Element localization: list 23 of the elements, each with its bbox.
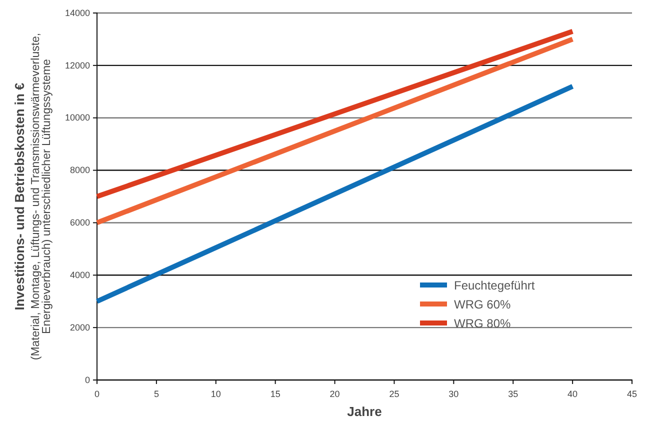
x-axis-title: Jahre: [347, 404, 382, 419]
legend-label: WRG 80%: [454, 316, 512, 330]
y-tick-label: 2000: [70, 322, 90, 332]
x-tick-label: 45: [626, 388, 638, 399]
legend-label: Feuchtegeführt: [454, 278, 536, 292]
x-tick-label: 25: [389, 388, 400, 399]
x-tick-label: 30: [448, 388, 459, 399]
x-tick-label: 40: [568, 388, 578, 399]
legend-label: WRG 60%: [454, 298, 512, 312]
y-tick-label: 0: [84, 374, 90, 385]
y-tick-label: 6000: [70, 218, 90, 228]
x-tick-label: 20: [330, 388, 340, 399]
x-tick-label: 35: [508, 388, 518, 399]
y-tick-label: 12000: [64, 60, 90, 70]
x-tick-label: 0: [94, 388, 100, 399]
y-tick-label: 4000: [70, 270, 90, 280]
x-tick-label: 15: [270, 388, 280, 399]
y-tick-label: 8000: [70, 165, 90, 176]
x-tick-label: 10: [210, 388, 221, 399]
x-tick-label: 5: [154, 388, 159, 399]
y-axis-title: Investitions- und Betriebskosten in € (Material, Montage, Lüftungs- und Transmissionswärmeverluste, Energieverbrauch) unterschiedlicher Lüftungssysteme: [12, 32, 53, 360]
y-tick-label: 14000: [64, 8, 90, 18]
y-tick-label: 10000: [64, 112, 90, 123]
